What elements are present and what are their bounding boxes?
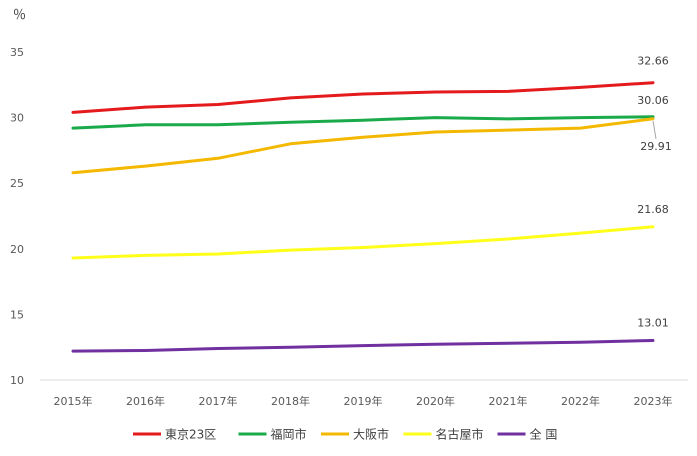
data-label: 32.66 xyxy=(637,55,669,68)
x-tick-label: 2022年 xyxy=(561,394,600,408)
data-label: 29.91 xyxy=(640,140,672,153)
legend-item: 福岡市 xyxy=(238,427,307,442)
x-tick-label: 2020年 xyxy=(416,394,455,408)
x-tick-label: 2019年 xyxy=(344,394,383,408)
y-tick-label: 20 xyxy=(10,243,24,256)
x-axis-ticks: 2015年 2016年 2017年 2018年 2019年 2020年 2021年 2022年… xyxy=(54,394,673,408)
x-tick-label: 2018年 xyxy=(271,394,310,408)
y-axis-ticks: 10 15 20 25 30 35 xyxy=(10,46,24,387)
legend-item: 名古屋市 xyxy=(403,427,484,442)
series-line xyxy=(71,339,655,353)
x-tick-label: 2017年 xyxy=(199,394,238,408)
y-axis-unit-label: ％ xyxy=(13,8,26,23)
data-label: 21.68 xyxy=(637,203,669,216)
y-tick-label: 15 xyxy=(10,308,24,321)
legend-label: 福岡市 xyxy=(271,427,307,442)
legend-item: 東京23区 xyxy=(133,428,216,442)
x-tick-label: 2023年 xyxy=(634,394,673,408)
y-tick-label: 25 xyxy=(10,177,24,190)
legend-label: 大阪市 xyxy=(353,427,389,442)
y-tick-label: 35 xyxy=(10,46,24,59)
legend-item: 大阪市 xyxy=(321,427,389,442)
y-tick-label: 30 xyxy=(10,112,24,125)
y-tick-label: 10 xyxy=(10,374,24,387)
series-lines xyxy=(71,81,655,353)
data-label: 30.06 xyxy=(637,94,669,107)
series-line xyxy=(71,81,655,114)
legend-label: 全 国 xyxy=(530,427,558,442)
legend-label: 東京23区 xyxy=(165,428,216,442)
data-label-leader xyxy=(652,120,657,139)
x-tick-label: 2021年 xyxy=(489,394,528,408)
data-labels: 32.66 30.06 29.91 21.68 13.01 xyxy=(637,55,672,330)
series-line xyxy=(71,225,655,260)
data-label: 13.01 xyxy=(637,317,669,330)
series-line xyxy=(71,115,655,130)
legend: 東京23区 福岡市 大阪市 名古屋市 全 国 xyxy=(133,427,557,442)
x-tick-label: 2016年 xyxy=(126,394,165,408)
legend-item: 全 国 xyxy=(497,427,558,442)
series-line xyxy=(71,117,655,175)
x-tick-label: 2015年 xyxy=(54,394,93,408)
legend-label: 名古屋市 xyxy=(436,427,484,442)
